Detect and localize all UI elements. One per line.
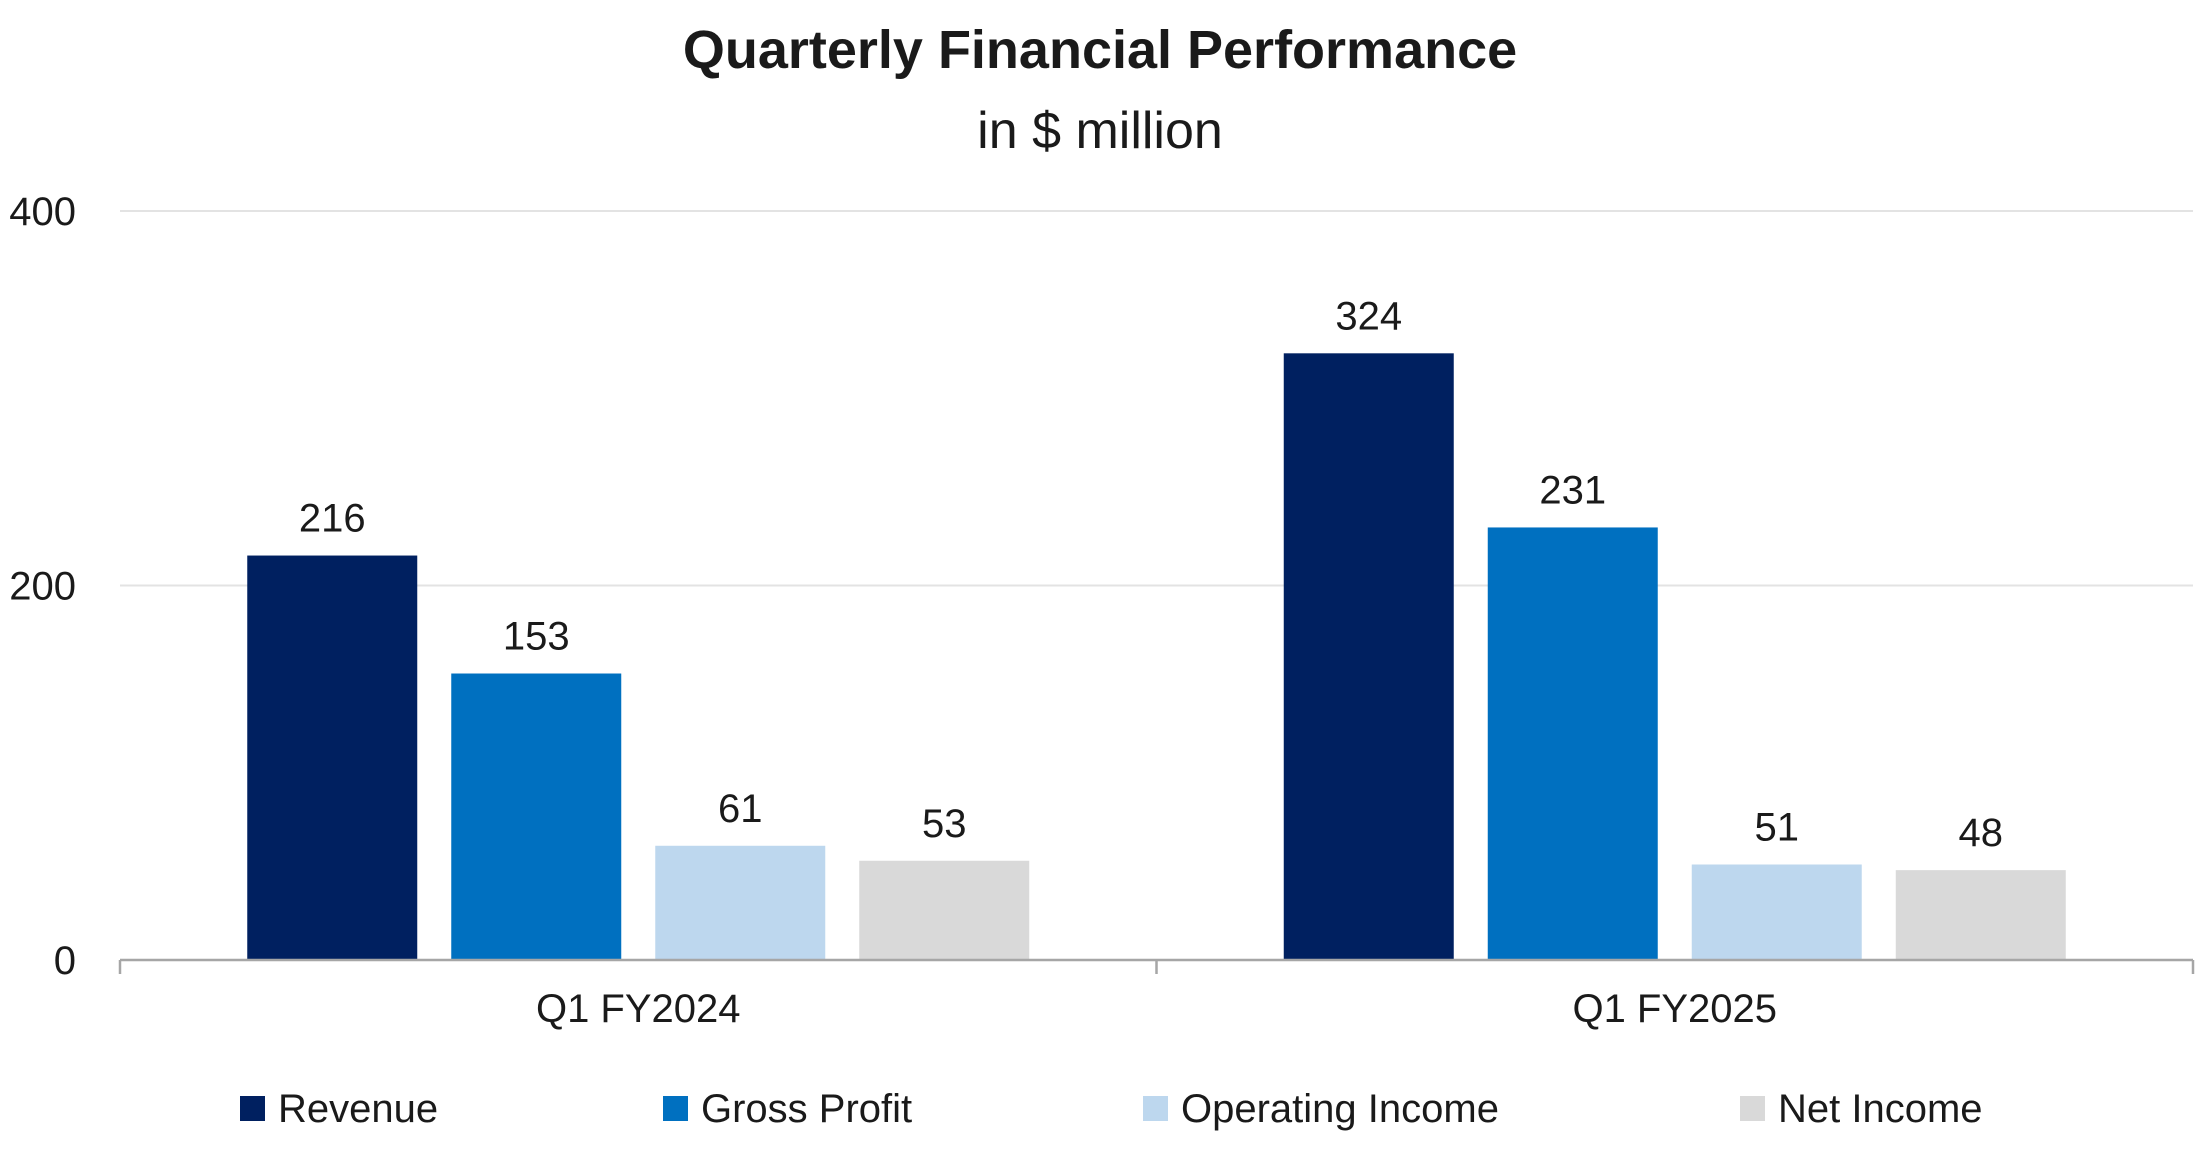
x-axis [118,958,2195,974]
bar-net-income-1 [1895,870,2066,960]
y-tick-label-0: 0 [54,939,76,983]
legend-label-net-income: Net Income [1778,1087,1983,1131]
data-label-net-income-1: 48 [1959,811,2004,855]
bars [247,353,2066,960]
bar-revenue-1 [1283,353,1454,960]
x-axis-ticks: Q1 FY2024 Q1 FY2025 [536,987,1777,1031]
y-tick-label-1: 200 [9,565,76,609]
bar-operating-income-0 [655,845,826,960]
data-label-gross-profit-0: 153 [503,615,570,659]
legend-swatch-net-income [1740,1096,1765,1121]
chart-title: Quarterly Financial Performance [683,20,1517,80]
bar-gross-profit-0 [451,673,622,960]
data-label-net-income-0: 53 [922,802,967,846]
bar-revenue-0 [247,555,418,960]
x-tick-label-0: Q1 FY2024 [536,987,741,1031]
data-label-operating-income-1: 51 [1755,806,1800,850]
data-label-operating-income-0: 61 [718,787,763,831]
bar-operating-income-1 [1691,864,1862,960]
bar-net-income-0 [859,860,1030,960]
chart-subtitle: in $ million [977,102,1223,160]
legend-label-revenue: Revenue [278,1087,438,1131]
legend-swatch-operating-income [1143,1096,1168,1121]
y-tick-label-2: 400 [9,190,76,234]
gridlines [120,210,2193,587]
data-labels: 216 153 61 53 324 231 51 48 [299,294,2003,855]
legend-swatch-revenue [240,1096,265,1121]
bar-gross-profit-1 [1487,527,1658,960]
legend-label-operating-income: Operating Income [1181,1087,1499,1131]
x-tick-label-1: Q1 FY2025 [1572,987,1777,1031]
data-label-revenue-0: 216 [299,497,366,541]
y-axis-ticks: 0 200 400 [9,190,76,983]
legend-label-gross-profit: Gross Profit [701,1087,912,1131]
legend: Revenue Gross Profit Operating Income Net I… [240,1087,1983,1131]
legend-swatch-gross-profit [663,1096,688,1121]
data-label-gross-profit-1: 231 [1539,468,1606,512]
data-label-revenue-1: 324 [1335,294,1402,338]
